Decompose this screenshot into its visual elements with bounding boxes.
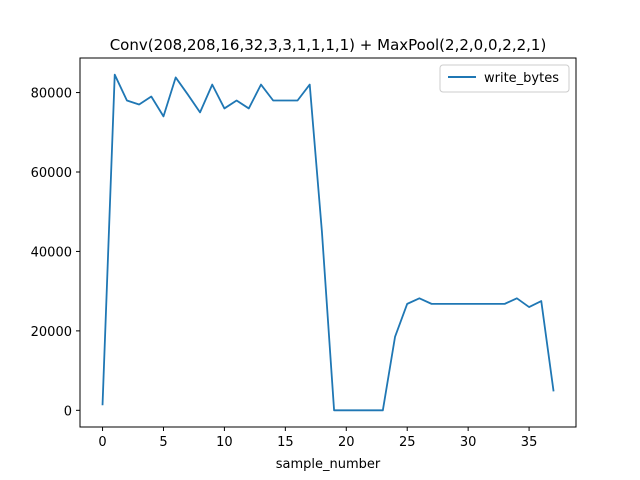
x-tick-label: 20 bbox=[338, 435, 355, 450]
x-axis-ticks: 0 5 10 15 20 25 30 35 bbox=[98, 427, 537, 450]
legend: write_bytes bbox=[439, 64, 570, 93]
legend-label-write-bytes: write_bytes bbox=[484, 71, 559, 86]
x-axis-label: sample_number bbox=[276, 457, 381, 472]
x-tick-label: 30 bbox=[460, 435, 477, 450]
x-tick-label: 35 bbox=[521, 435, 538, 450]
y-tick-label: 80000 bbox=[31, 87, 72, 102]
chart-title: Conv(208,208,16,32,3,3,1,1,1,1) + MaxPoo… bbox=[110, 36, 547, 54]
plot-area-frame bbox=[79, 57, 577, 428]
series-line-write-bytes bbox=[101, 73, 555, 412]
x-tick-label: 10 bbox=[216, 435, 233, 450]
x-tick-label: 0 bbox=[98, 435, 106, 450]
x-tick-label: 5 bbox=[159, 435, 167, 450]
y-tick-label: 0 bbox=[64, 404, 72, 419]
series-layer bbox=[101, 73, 555, 412]
y-tick-label: 40000 bbox=[31, 245, 72, 260]
y-axis-ticks: 0 20000 40000 60000 80000 bbox=[31, 87, 80, 419]
x-tick-label: 15 bbox=[277, 435, 294, 450]
x-tick-label: 25 bbox=[399, 435, 416, 450]
y-tick-label: 20000 bbox=[31, 325, 72, 340]
legend-box bbox=[439, 64, 570, 93]
y-tick-label: 60000 bbox=[31, 166, 72, 181]
